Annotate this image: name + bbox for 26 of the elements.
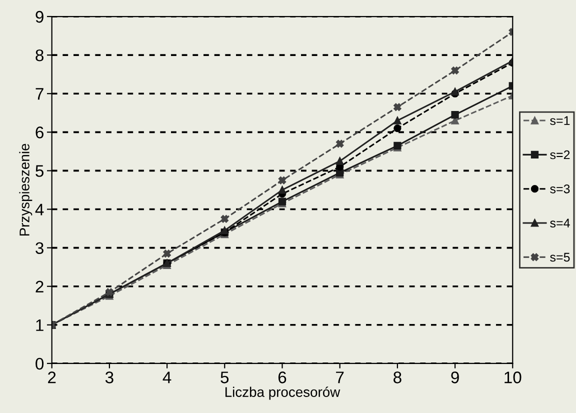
y-tick-label: 6 bbox=[36, 126, 44, 138]
x-tick-label: 5 bbox=[220, 372, 229, 384]
y-tick-label: 7 bbox=[36, 88, 44, 100]
y-axis-title: Przyspieszenie bbox=[19, 144, 32, 236]
x-tick-label: 10 bbox=[504, 372, 522, 384]
x-tick-label: 8 bbox=[394, 372, 402, 384]
x-tick-label: 3 bbox=[105, 372, 114, 384]
legend-label: s=5 bbox=[550, 252, 570, 262]
y-tick-label: 1 bbox=[36, 319, 44, 331]
y-tick-label: 9 bbox=[36, 10, 44, 23]
x-tick-label: 6 bbox=[278, 372, 286, 384]
y-tick-label: 2 bbox=[36, 280, 44, 292]
x-tick-label: 4 bbox=[162, 372, 172, 384]
y-tick-label: 5 bbox=[36, 165, 44, 177]
legend-label: s=3 bbox=[550, 184, 570, 194]
legend-label: s=4 bbox=[550, 218, 570, 228]
x-tick-label: 2 bbox=[48, 372, 56, 384]
legend-label: s=2 bbox=[550, 150, 570, 160]
legend-label: s=1 bbox=[550, 116, 570, 126]
x-tick-label: 9 bbox=[451, 372, 459, 384]
x-axis-title: Liczba procesorów bbox=[225, 386, 340, 400]
x-tick-label: 7 bbox=[336, 372, 344, 384]
y-tick-label: 8 bbox=[36, 49, 44, 62]
y-tick-label: 4 bbox=[35, 204, 44, 216]
y-tick-label: 3 bbox=[36, 242, 44, 254]
y-tick-label: 0 bbox=[36, 358, 44, 370]
